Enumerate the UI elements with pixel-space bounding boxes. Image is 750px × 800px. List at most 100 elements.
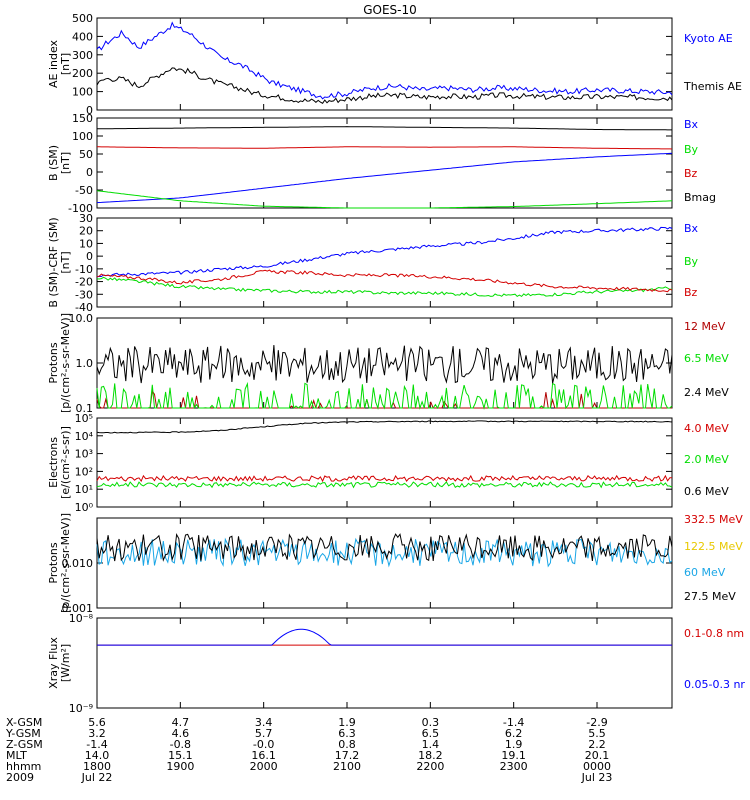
time-axis-value: 0.3 <box>422 716 440 729</box>
time-axis-value: 17.2 <box>335 749 360 762</box>
panel-frame <box>96 217 673 308</box>
legend-entry: Bx <box>684 222 699 235</box>
y-axis-label: Xray Flux <box>47 637 60 689</box>
time-axis-value: 1900 <box>166 760 194 773</box>
time-axis-value: -0.0 <box>253 738 274 751</box>
y-tick-label: -30 <box>75 288 93 301</box>
y-tick-label: 10⁻⁹ <box>69 702 93 715</box>
series-line-4-0-mev <box>96 474 673 483</box>
time-axis-value: 1.4 <box>422 738 440 751</box>
y-tick-label: 0.001 <box>62 602 94 615</box>
legend-entry: 27.5 MeV <box>684 590 736 603</box>
series-line-bmag <box>97 126 672 131</box>
y-tick-label: 150 <box>72 112 93 125</box>
y-axis-label: [p/(cm²-s-sr-MeV)] <box>59 513 72 613</box>
legend-entry: 4.0 MeV <box>684 422 729 435</box>
time-row-label: X-GSM <box>6 716 42 729</box>
time-axis-value: -1.4 <box>86 738 107 751</box>
y-axis-label: [nT] <box>59 53 72 75</box>
time-axis-value: 6.5 <box>422 727 440 740</box>
series-line-kyoto-ae <box>96 21 673 100</box>
time-row-label: 2009 <box>6 771 34 784</box>
y-tick-label: 200 <box>72 67 93 80</box>
y-tick-label: 0.010 <box>62 557 94 570</box>
legend-entry: Kyoto AE <box>684 32 733 45</box>
y-tick-label: -10 <box>75 263 93 276</box>
time-row-label: MLT <box>6 749 27 762</box>
y-tick-label: 500 <box>72 12 93 25</box>
y-tick-label: 50 <box>79 148 93 161</box>
time-axis-value: 4.6 <box>172 727 190 740</box>
y-axis-label: [e/(cm²-s-sr)] <box>59 426 72 499</box>
time-axis-value: 3.4 <box>255 716 273 729</box>
y-tick-label: 10³ <box>75 448 93 461</box>
series-line-0-6-mev <box>96 420 673 434</box>
series-line-6-5-mev <box>96 381 673 410</box>
time-axis-value: 0.8 <box>338 738 356 751</box>
y-axis-label: B (SM)-CRF (SM) <box>47 217 60 307</box>
y-axis-label: [p/(cm²-s-sr-MeV)] <box>59 313 72 413</box>
y-tick-label: 100 <box>72 86 93 99</box>
time-axis-value: 20.1 <box>585 749 610 762</box>
panel-frame <box>96 617 673 709</box>
panel-frame <box>96 417 673 508</box>
panel-electrons: 10⁰ 10¹ 10² 10³ 10⁴ 10⁵ Electrons [e/(cm²-s-sr)… <box>47 412 729 514</box>
time-axis-value: 1800 <box>83 760 111 773</box>
time-row-label: Z-GSM <box>6 738 43 751</box>
y-tick-label: 1.0 <box>76 357 94 370</box>
series-line-0-05-0-3-nm <box>97 628 672 646</box>
legend-entry: Bx <box>684 118 699 131</box>
chart-title: GOES-10 <box>363 3 417 17</box>
legend-entry: 6.5 MeV <box>684 352 729 365</box>
legend-entry: By <box>684 255 699 268</box>
time-axis-value: 5.6 <box>88 716 106 729</box>
time-axis-value: Jul 23 <box>581 771 613 784</box>
series-line-by <box>96 190 673 209</box>
series-line-2-0-mev <box>96 481 673 489</box>
time-axis-value: -2.9 <box>586 716 607 729</box>
y-axis-label: [W/m²] <box>59 644 72 682</box>
time-axis-value: Jul 22 <box>81 771 113 784</box>
time-axis-value: 0000 <box>583 760 611 773</box>
series-line-bx <box>96 152 673 204</box>
y-tick-label: 10⁵ <box>75 412 93 425</box>
legend-entry: 332.5 MeV <box>684 513 743 526</box>
series-line-bz <box>96 269 673 293</box>
y-tick-label: 100 <box>72 130 93 143</box>
legend-entry: 60 MeV <box>684 566 726 579</box>
series-line-2-4-mev <box>96 345 673 384</box>
legend-entry: 0.05-0.3 nr <box>684 678 745 691</box>
y-tick-label: 0.1 <box>76 402 94 415</box>
series-line-60-mev <box>96 537 673 568</box>
panel-protons1: 0.1 1.0 10.0 Protons [p/(cm²-s-sr-MeV)] 12 Me… <box>47 312 729 415</box>
time-axis-value: 19.1 <box>501 749 526 762</box>
panel-xray: 10⁻⁸ 10⁻⁹ Xray Flux [W/m²] 0.1-0.8 nm 0.05-0.… <box>47 612 745 715</box>
y-tick-label: 10.0 <box>69 312 94 325</box>
time-axis-value: 5.5 <box>588 727 606 740</box>
time-axis-value: 4.7 <box>172 716 190 729</box>
y-axis-label: [nT] <box>59 152 72 174</box>
time-axis-value: 14.0 <box>85 749 110 762</box>
y-tick-label: 0 <box>86 166 93 179</box>
legend-entry: 2.0 MeV <box>684 453 729 466</box>
y-tick-label: 10² <box>75 465 93 478</box>
panel-frame <box>96 17 673 111</box>
legend-entry: By <box>684 143 699 156</box>
time-axis-value: 6.2 <box>505 727 523 740</box>
y-tick-label: 10⁴ <box>75 430 94 443</box>
time-row-label: hhmm <box>6 760 41 773</box>
panel-frame <box>96 117 673 209</box>
y-tick-label: -100 <box>68 202 93 215</box>
y-tick-label: 300 <box>72 49 93 62</box>
legend-entry: 122.5 MeV <box>684 540 743 553</box>
y-tick-label: 20 <box>79 225 93 238</box>
y-tick-label: 400 <box>72 30 93 43</box>
series-line-bz <box>97 146 673 150</box>
y-tick-label: 10¹ <box>75 483 93 496</box>
y-tick-label: -40 <box>75 301 93 314</box>
series-line-bx <box>96 226 673 278</box>
legend-entry: 0.1-0.8 nm <box>684 627 744 640</box>
